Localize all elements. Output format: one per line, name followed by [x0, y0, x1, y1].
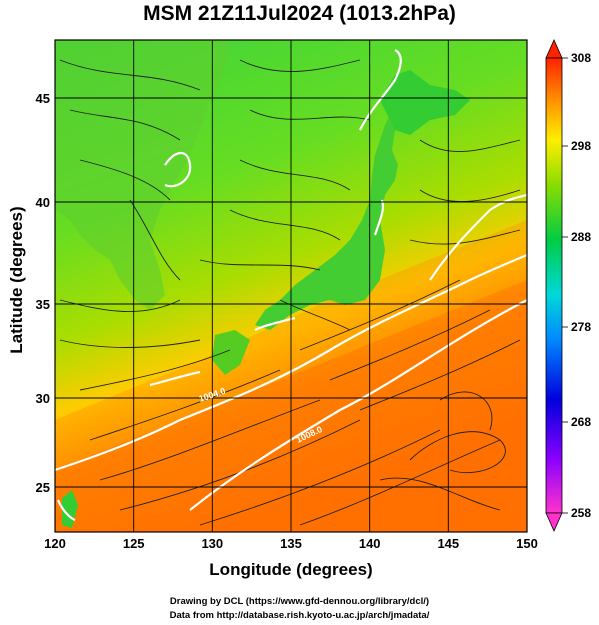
streamlines — [59, 59, 521, 526]
y-tick-40: 40 — [36, 195, 50, 210]
colorbar: 308 298 288 278 268 258 — [545, 39, 591, 532]
x-tick-150: 150 — [516, 536, 538, 551]
colorbar-tick-268: 268 — [571, 415, 591, 429]
y-tick-35: 35 — [36, 297, 50, 312]
colorbar-tick-278: 278 — [571, 320, 591, 334]
y-tick-25: 25 — [36, 480, 50, 495]
colorbar-tick-298: 298 — [571, 139, 591, 153]
x-tick-135: 135 — [280, 536, 302, 551]
y-tick-45: 45 — [36, 91, 50, 106]
x-tick-140: 140 — [359, 536, 381, 551]
gridlines — [55, 40, 527, 532]
y-tick-30: 30 — [36, 391, 50, 406]
colorbar-scale — [545, 57, 563, 514]
credit-drawing: Drawing by DCL (https://www.gfd-dennou.o… — [169, 596, 430, 607]
colorbar-bottom-arrow — [545, 512, 563, 532]
isobars — [55, 49, 527, 522]
map-title: MSM 21Z11Jul2024 (1013.2hPa) — [143, 2, 456, 25]
colorbar-tick-308: 308 — [571, 51, 591, 65]
colorbar-tick-258: 258 — [571, 506, 591, 520]
x-axis-label: Longitude (degrees) — [209, 560, 373, 579]
x-tick-125: 125 — [123, 536, 145, 551]
x-tick-145: 145 — [437, 536, 459, 551]
y-axis-label: Latitude (degrees) — [7, 206, 26, 354]
credit-data: Data from http://database.rish.kyoto-u.a… — [169, 610, 430, 621]
colorbar-top-arrow — [545, 39, 563, 59]
colorbar-tick-288: 288 — [571, 230, 591, 244]
x-tick-130: 130 — [201, 536, 223, 551]
x-tick-120: 120 — [44, 536, 66, 551]
